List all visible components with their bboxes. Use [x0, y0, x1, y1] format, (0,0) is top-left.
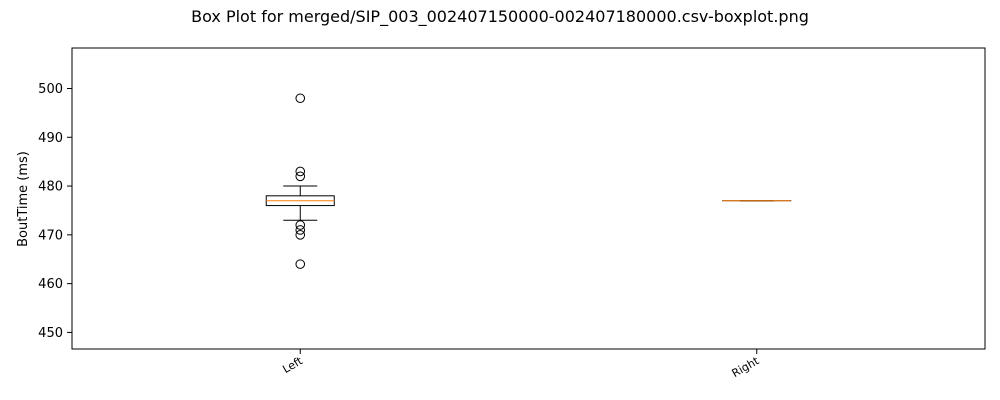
plot-frame	[71, 47, 986, 350]
y-tick-label: 450	[38, 326, 63, 341]
outlier-point	[295, 166, 306, 177]
y-axis-label: BoutTime (ms)	[16, 151, 31, 247]
chart-title: Box Plot for merged/SIP_003_002407150000…	[191, 7, 809, 27]
outlier-point	[295, 230, 306, 240]
outlier-point	[295, 93, 306, 104]
x-axis: Left Right	[280, 349, 762, 380]
x-tick-label: Left	[280, 354, 305, 376]
y-tick-label: 490	[38, 131, 63, 146]
boxes	[265, 93, 792, 269]
outlier-point	[295, 220, 306, 230]
outlier-point	[295, 171, 306, 182]
y-tick-label: 460	[38, 277, 63, 292]
outlier-point	[295, 225, 306, 235]
outlier-point	[295, 259, 306, 269]
y-tick-label: 470	[38, 228, 63, 243]
x-tick-label: Right	[730, 354, 762, 380]
y-axis: 450 460 470 480 490 500	[38, 82, 72, 341]
box-left	[265, 93, 335, 269]
y-tick-label: 480	[38, 180, 63, 195]
y-tick-label: 500	[38, 82, 63, 97]
